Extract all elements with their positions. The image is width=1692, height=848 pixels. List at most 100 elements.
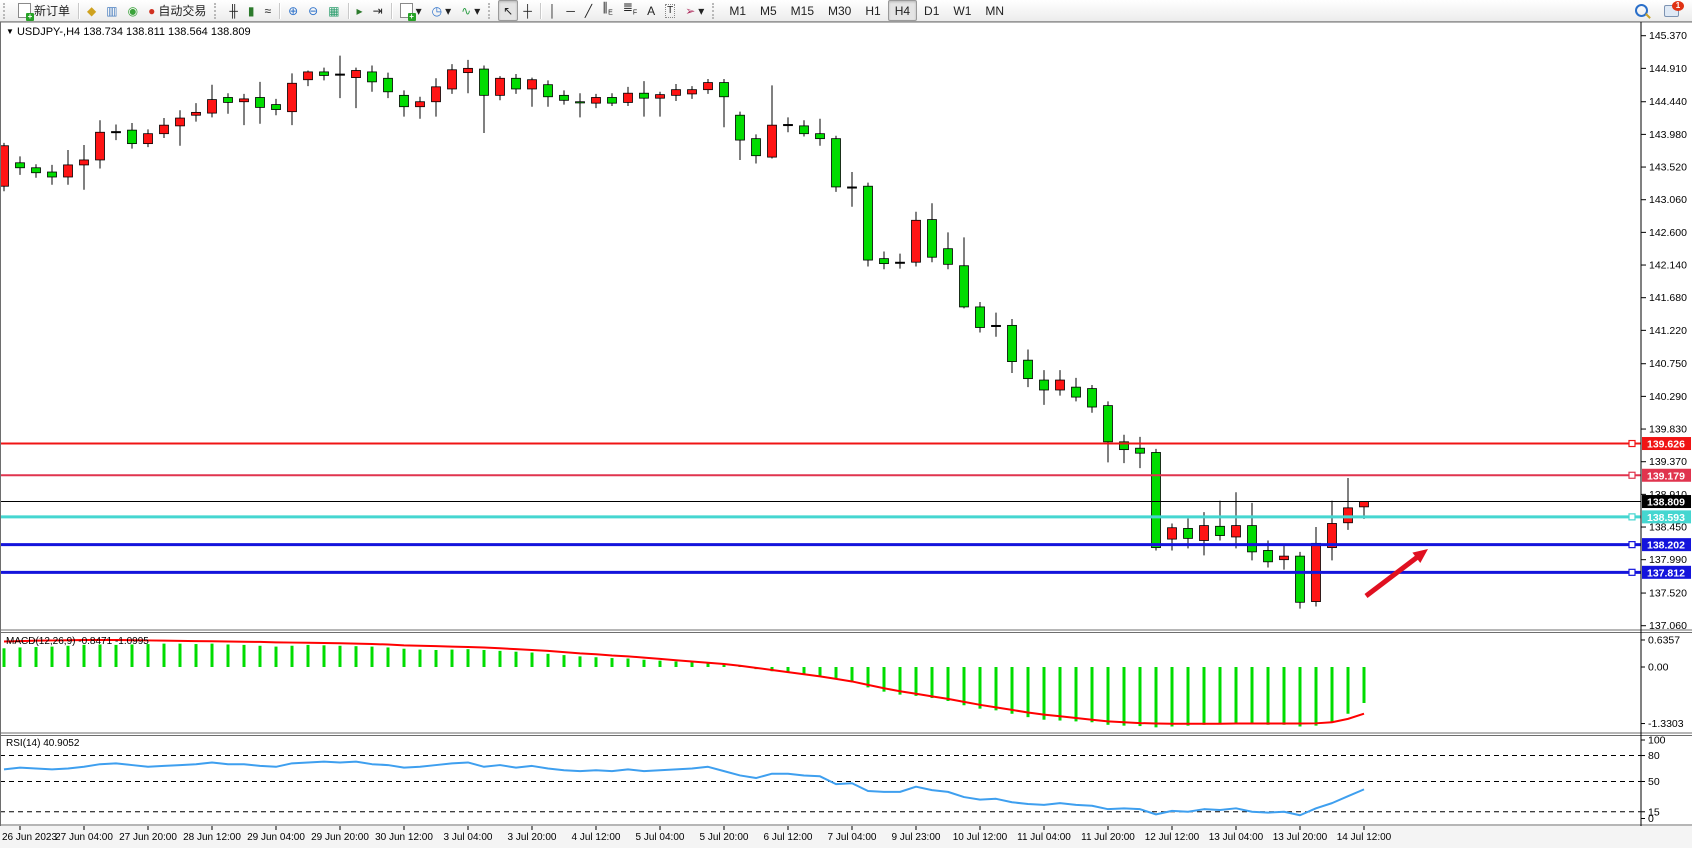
annotation-arrow[interactable] xyxy=(1364,549,1428,598)
candle-body xyxy=(367,71,377,83)
timeframe-button-D1[interactable]: D1 xyxy=(924,3,940,18)
candle-body xyxy=(975,306,985,328)
candle-body xyxy=(1247,525,1257,553)
chart-shift-button[interactable]: ⇥ xyxy=(368,0,388,21)
candle-body xyxy=(1039,379,1049,391)
candle-body xyxy=(95,131,105,161)
price-tick-label: 143.060 xyxy=(1649,194,1687,206)
new-order-button[interactable]: + 新订单 xyxy=(13,0,75,21)
price-tick-label: 143.980 xyxy=(1649,129,1687,141)
new-chart-button[interactable]: + ▾ xyxy=(395,0,427,21)
search-button[interactable] xyxy=(1630,0,1653,21)
candles xyxy=(0,55,1369,609)
hline-handle[interactable] xyxy=(1628,513,1636,521)
candle-body xyxy=(575,101,585,104)
trendline-icon: ╱ xyxy=(584,3,593,18)
candle-body xyxy=(255,97,265,108)
main-toolbar: + 新订单 ◆ ▥ ◉ ● 自动交易 ╫ ▮ ≈ ⊕ ⊖ ▦ ▸ ⇥ + ▾ ◷ ▾… xyxy=(0,0,1692,22)
channel-button[interactable]: ∥E xyxy=(597,0,618,21)
price-tick-label: 139.370 xyxy=(1649,456,1687,468)
candle-body xyxy=(1199,525,1209,541)
timeframe-button-H4[interactable]: H4 xyxy=(887,0,918,21)
candle-body xyxy=(1087,388,1097,408)
crosshair-button[interactable]: ┼ xyxy=(518,0,537,21)
candle-body xyxy=(783,124,793,127)
candle-body xyxy=(31,167,41,174)
accounts-button[interactable]: ◆ xyxy=(82,0,101,21)
candle-body xyxy=(879,258,889,265)
auto-scroll-button[interactable]: ▸ xyxy=(352,0,368,21)
candle-body xyxy=(191,111,201,116)
candle-body xyxy=(1103,405,1113,443)
macd-tick-label: 0.6357 xyxy=(1648,634,1680,646)
timeframe-button-H1[interactable]: H1 xyxy=(865,3,881,18)
price-tick-label: 142.140 xyxy=(1649,260,1687,272)
time-tick-label: 30 Jun 12:00 xyxy=(375,832,433,843)
candle-body xyxy=(239,98,249,103)
navigator-button[interactable]: ◉ xyxy=(123,0,143,21)
line-chart-button[interactable]: ≈ xyxy=(259,0,276,21)
autotrading-button[interactable]: ● 自动交易 xyxy=(143,0,211,21)
fibonacci-icon: ≣F xyxy=(622,0,638,17)
zoom-out-button[interactable]: ⊖ xyxy=(303,0,323,21)
hline-handle[interactable] xyxy=(1628,541,1636,549)
timeframe-button-M1[interactable]: M1 xyxy=(729,3,746,18)
timeframe-button-M5[interactable]: M5 xyxy=(760,3,777,18)
vertical-line-button[interactable]: │ xyxy=(544,0,562,21)
fibonacci-button[interactable]: ≣F xyxy=(618,0,642,21)
arrows-icon: ➢ xyxy=(685,3,696,18)
price-tick-label: 142.600 xyxy=(1649,227,1687,239)
price-line-badge-text: 138.593 xyxy=(1647,512,1685,524)
chat-button[interactable]: 1 xyxy=(1659,0,1684,21)
text-button[interactable]: A xyxy=(642,0,660,21)
timeframe-button-MN[interactable]: MN xyxy=(985,3,1005,18)
toolbar-grip[interactable] xyxy=(3,2,10,19)
time-tick-label: 13 Jul 20:00 xyxy=(1273,832,1328,843)
rsi-line xyxy=(3,760,1365,817)
timeframe-button-M30[interactable]: M30 xyxy=(828,3,852,18)
candle-body xyxy=(735,114,745,141)
candle-body xyxy=(1343,507,1353,524)
horizontal-line-button[interactable]: ─ xyxy=(561,0,580,21)
timeframe-button-M15[interactable]: M15 xyxy=(790,3,815,18)
hline-handle[interactable] xyxy=(1628,471,1636,479)
chart-background xyxy=(0,22,1692,826)
indicators-button[interactable]: ∿ ▾ xyxy=(461,3,481,18)
time-tick-label: 27 Jun 20:00 xyxy=(119,832,177,843)
candle-body xyxy=(815,133,825,140)
chat-icon: 1 xyxy=(1664,0,1684,17)
candle-body xyxy=(207,99,217,114)
time-tick-label: 11 Jul 20:00 xyxy=(1081,832,1135,843)
price-tick-label: 137.520 xyxy=(1649,588,1687,600)
time-tick-label: 6 Jul 12:00 xyxy=(764,832,813,843)
candle-body xyxy=(1135,447,1145,454)
zoom-in-button[interactable]: ⊕ xyxy=(283,0,303,21)
price-line-badge-text: 137.812 xyxy=(1647,567,1685,579)
candle-body xyxy=(479,68,489,96)
candle-body xyxy=(1279,555,1289,561)
period-button[interactable]: ◷ ▾ xyxy=(431,3,452,18)
candle-body xyxy=(159,124,169,135)
bar-chart-button[interactable]: ╫ xyxy=(224,0,243,21)
arrows-button[interactable]: ➢ ▾ xyxy=(685,3,705,18)
price-axis[interactable]: 145.370 144.910 144.440 143.980 143.520 143.0… xyxy=(1641,30,1687,825)
price-tick-label: 141.680 xyxy=(1649,292,1687,304)
candle-body xyxy=(895,261,905,264)
zoom-in-icon: ⊕ xyxy=(288,3,299,18)
candle-body xyxy=(399,94,409,108)
hline-handle[interactable] xyxy=(1628,568,1636,576)
candle-body xyxy=(751,138,761,157)
candle-body xyxy=(559,94,569,101)
candlestick-button[interactable]: ▮ xyxy=(243,0,260,21)
trendline-button[interactable]: ╱ xyxy=(580,0,597,21)
hline-handle[interactable] xyxy=(1628,439,1636,448)
search-icon xyxy=(1635,4,1648,17)
time-tick-label: 13 Jul 04:00 xyxy=(1209,832,1264,843)
cursor-button[interactable]: ↖ xyxy=(498,0,519,21)
timeframe-button-W1[interactable]: W1 xyxy=(953,3,972,18)
market-watch-button[interactable]: ▥ xyxy=(101,0,122,21)
label-button[interactable]: T xyxy=(660,0,680,21)
tile-windows-button[interactable]: ▦ xyxy=(323,0,344,21)
